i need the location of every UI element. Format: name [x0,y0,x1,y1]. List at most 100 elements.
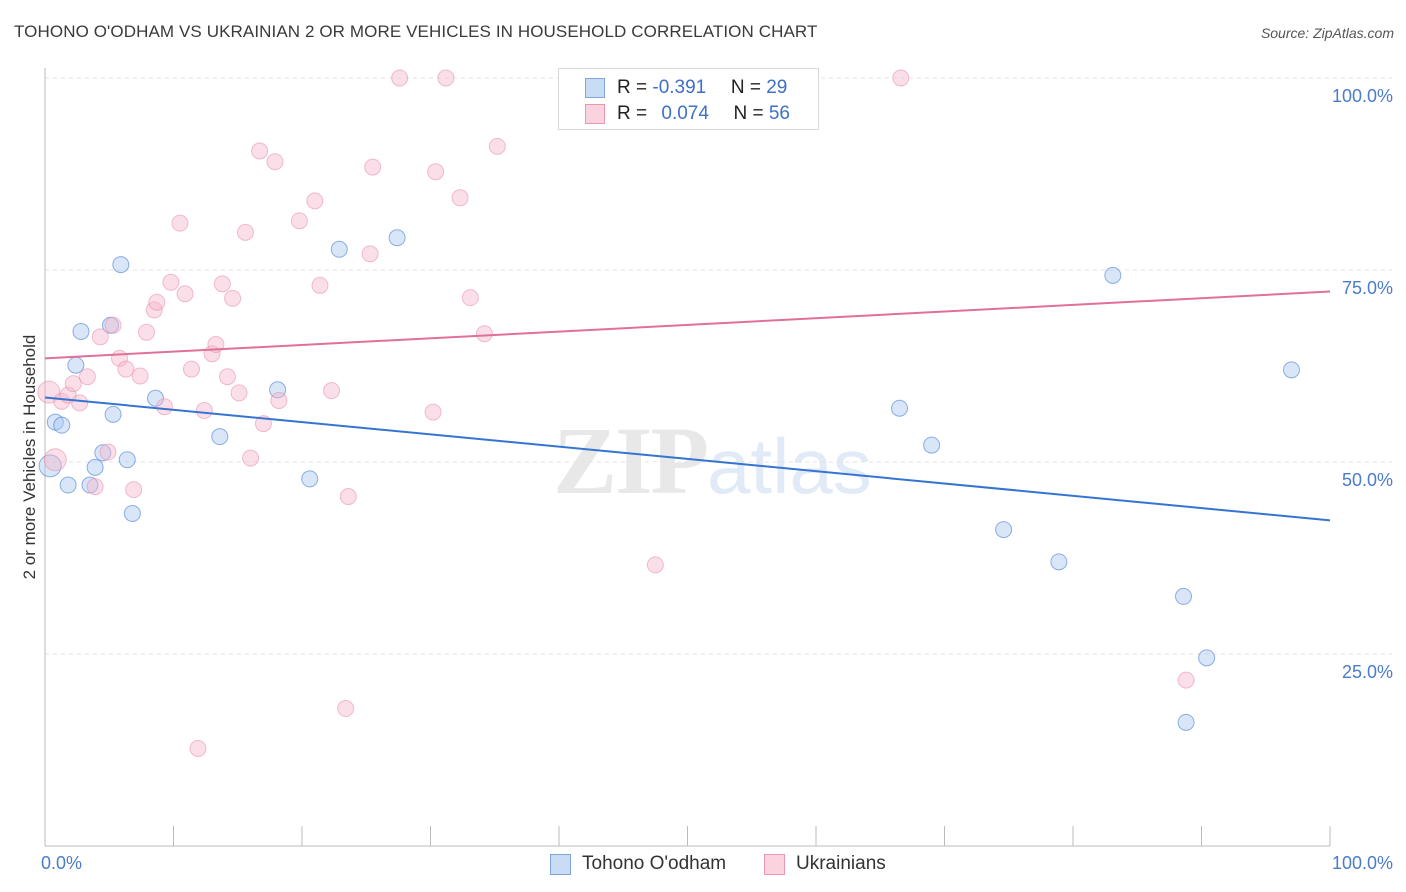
ukrainian-point [182,360,200,378]
ukrainian-point [176,285,194,303]
ukrainian-point [236,223,254,241]
ukrainian-point [91,328,109,346]
ukrainian-point [218,368,236,386]
ukrainian-point [427,163,445,181]
ukrainian-point [646,556,664,574]
ukrainian-point [361,245,379,263]
ukrainian-point [138,323,156,341]
tohono-point [1177,713,1195,731]
tohono-point [86,458,104,476]
ukrainian-point [131,367,149,385]
ukrainian-point [1177,671,1195,689]
tohono-point [1282,361,1300,379]
r-value: 0.074 [661,103,709,124]
ukrainian-point [266,153,284,171]
ukrainian-point [290,212,308,230]
ukrainian-point [424,403,442,421]
r-label: R = [617,77,653,98]
tohono-trend-line [44,396,1331,522]
chart-title: TOHONO O'ODHAM VS UKRAINIAN 2 OR MORE VE… [14,22,818,41]
r-value: -0.391 [652,77,707,98]
ukrainian-point [337,700,355,718]
y-tick-label: 50.0% [1342,470,1393,490]
x-tick-label: 0.0% [41,853,82,873]
ukrainian-point [391,69,409,87]
tohono-point [118,451,136,469]
ukrainian-point [364,158,382,176]
r-label: R = [617,103,653,124]
legend-label-ukrainians: Ukrainians [796,853,886,874]
ukrainian-point [242,449,260,467]
ukrainian-point [99,443,117,461]
ukrainian-point [71,394,89,412]
legend-swatch-ukrainians [585,104,605,124]
tohono-point [1104,266,1122,284]
tohono-point [123,504,141,522]
legend-label-tohono: Tohono O'odham [582,853,727,874]
x-tick-label: 100.0% [1332,853,1393,873]
ukrainian-point [53,392,71,410]
y-axis-label: 2 or more Vehicles in Household [20,334,39,580]
tohono-point [388,229,406,247]
tohono-point [301,470,319,488]
ukrainian-point [451,189,469,207]
ukrainian-point [323,382,341,400]
y-tick-label: 25.0% [1342,662,1393,682]
ukrainian-point [148,293,166,311]
ukrainian-point [270,392,288,410]
ukrainian-point [224,289,242,307]
ukrainian-point [339,488,357,506]
watermark: ZIPatlas [553,405,872,516]
tohono-point [269,381,287,399]
ukrainian-point [189,739,207,757]
tohono-point [147,389,165,407]
tohono-point [1050,553,1068,571]
n-label: N = [733,103,769,124]
ukrainian-point [892,69,910,87]
ukrainian-point [461,289,479,307]
legend-swatch-tohono [550,854,571,875]
ukrainian-point [437,69,455,87]
ukrainian-point [306,192,324,210]
watermark-atlas: atlas [707,422,872,510]
tohono-point [94,444,112,462]
tohono-point [330,240,348,258]
ukrainian-trend-line [44,290,1331,360]
n-value: 29 [766,77,788,98]
ukrainian-point [213,275,231,293]
n-label: N = [730,77,767,98]
ukrainian-point [488,137,506,155]
tohono-point [1175,587,1193,605]
tohono-point [72,322,90,340]
source-credit: Source: ZipAtlas.com [1260,25,1394,41]
y-tick-label: 75.0% [1342,278,1393,298]
tohono-point [211,428,229,446]
ukrainian-point [156,398,174,416]
legend-swatch-ukrainians [764,854,785,875]
series-legend: Tohono O'odham Ukrainians [0,852,1406,878]
tohono-point [59,476,77,494]
tohono-point [1198,649,1216,667]
correlation-legend: R = -0.391 N = 29 R = 0.074 N = 56 [558,68,819,130]
ukrainian-point [125,481,143,499]
ukrainian-point [78,368,96,386]
ukrainian-point [104,316,122,334]
ukrainian-point [171,214,189,232]
ukrainian-point [230,384,248,402]
ukrainian-point [64,375,82,393]
tohono-point [53,416,71,434]
tohono-point [995,521,1013,539]
y-tick-label: 100.0% [1332,86,1393,106]
ukrainian-point [311,276,329,294]
ukrainian-point [162,273,180,291]
ukrainian-point [86,478,104,496]
tohono-point [104,405,122,423]
ukrainian-point [117,360,135,378]
ukrainian-point [251,142,269,160]
tohono-point [923,436,941,454]
ukrainian-point [43,448,67,472]
legend-swatch-tohono [585,78,605,98]
ukrainian-point [195,402,213,420]
tohono-point [891,399,909,417]
